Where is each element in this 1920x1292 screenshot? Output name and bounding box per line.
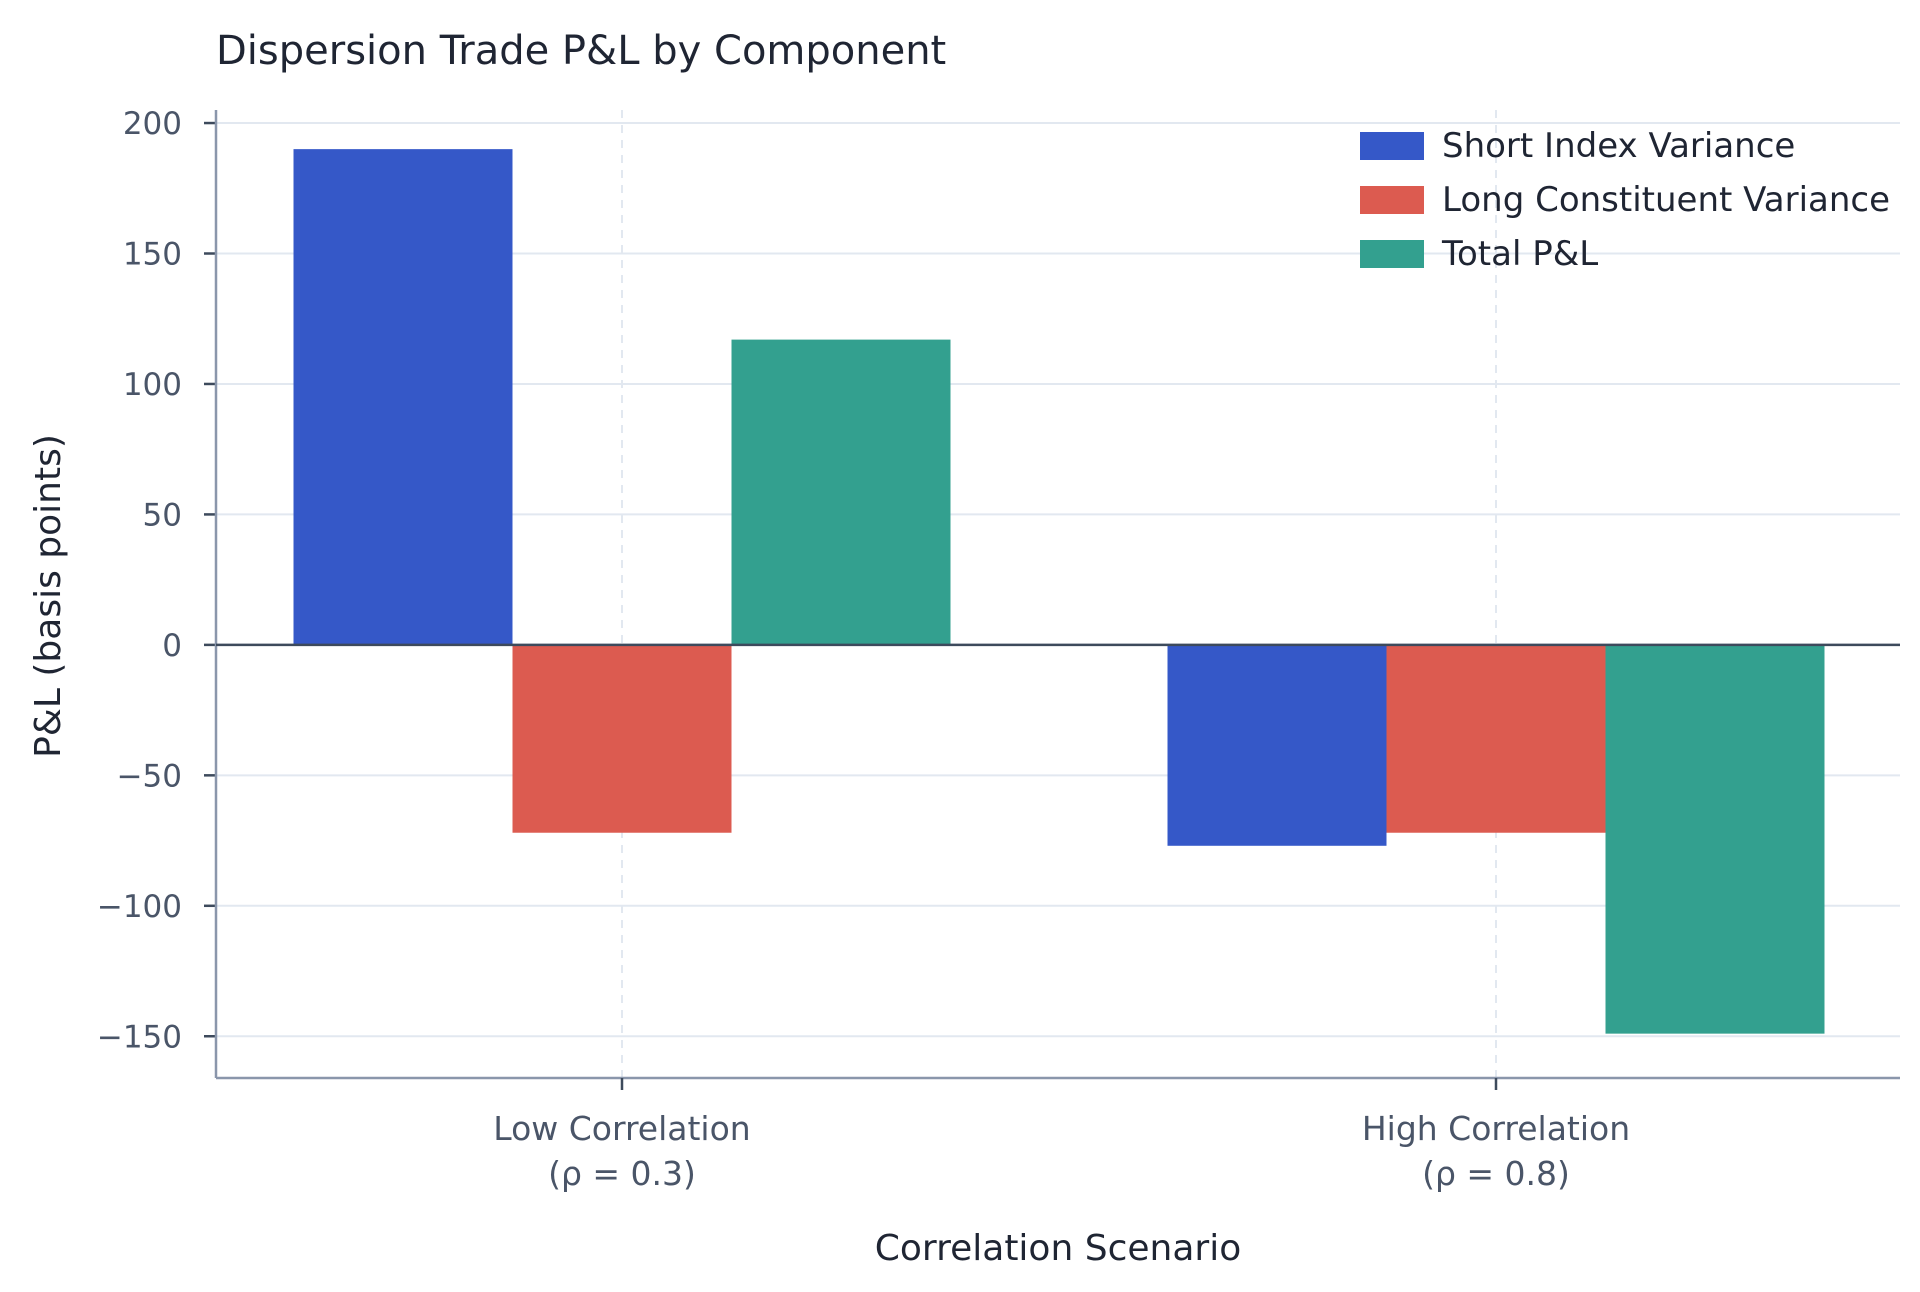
legend-swatch: [1360, 186, 1424, 214]
y-tick-label: 150: [123, 237, 182, 273]
bar: [1605, 644, 1825, 1034]
y-tick-label: 50: [143, 497, 182, 533]
y-axis-label: P&L (basis points): [28, 434, 69, 758]
x-tick-label-sub: (ρ = 0.3): [548, 1154, 696, 1193]
legend-swatch: [1360, 240, 1424, 268]
x-axis-label: Correlation Scenario: [875, 1228, 1241, 1269]
y-tick-label: −100: [97, 889, 182, 925]
y-tick-label: −50: [117, 758, 182, 794]
bar: [731, 339, 951, 645]
bar: [512, 644, 732, 833]
legend: Short Index Variance Long Constituent Var…: [1360, 126, 1890, 274]
bars: [293, 149, 1825, 1034]
y-tick-label: −150: [97, 1019, 182, 1055]
chart-title: Dispersion Trade P&L by Component: [216, 28, 946, 74]
bar: [293, 149, 513, 645]
x-tick-label: High Correlation: [1362, 1109, 1630, 1148]
x-tick-label: Low Correlation: [493, 1109, 750, 1148]
y-tick-label: 0: [162, 628, 182, 664]
legend-swatch: [1360, 132, 1424, 160]
y-tick-label: 100: [123, 367, 182, 403]
axes: −150 −100 −50 0 50 100 150 200 Low Correlation (ρ…: [97, 106, 1900, 1193]
bar: [1386, 644, 1606, 833]
legend-label: Total P&L: [1441, 234, 1598, 274]
legend-label: Short Index Variance: [1442, 126, 1795, 166]
legend-label: Long Constituent Variance: [1442, 180, 1890, 220]
y-tick-label: 200: [123, 106, 182, 142]
bar: [1167, 644, 1387, 846]
x-tick-label-sub: (ρ = 0.8): [1422, 1154, 1570, 1193]
